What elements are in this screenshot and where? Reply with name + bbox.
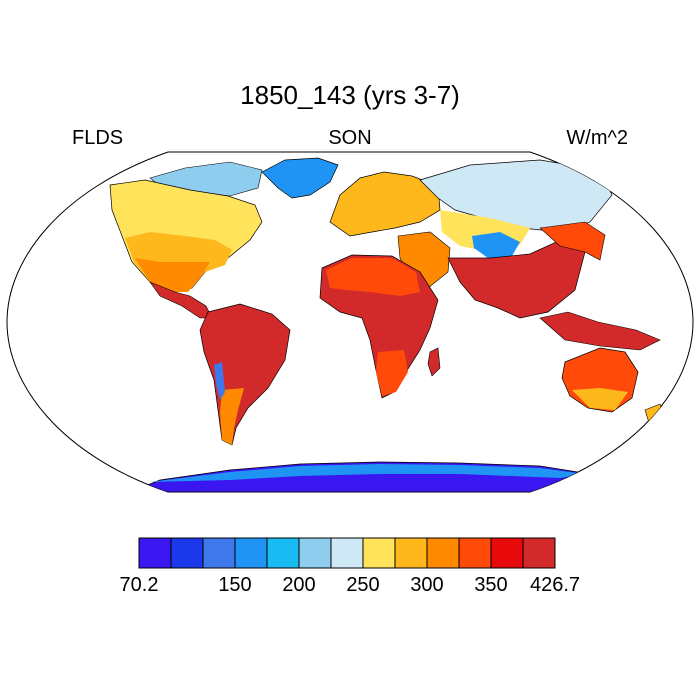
colorbar-tick-label: 300 [410,574,444,596]
map-title: 1850_143 (yrs 3-7) [240,80,460,110]
colorbar-box [138,537,172,569]
south-asia-region [447,237,586,319]
greenland-region [261,157,339,199]
east-asia-region [539,221,606,261]
australia-south-region [572,388,628,410]
colorbar-tick-label: 70.2 [119,574,159,596]
colorbar-box [266,537,300,569]
colorbar-box [490,537,524,569]
colorbar-box [458,537,492,569]
colorbar-box [394,537,428,569]
colorbar-box [202,537,236,569]
maritime-asia-region [539,311,661,351]
colorbar-tick-label: 250 [346,574,380,596]
southern-africa-region [376,350,408,396]
season-label: SON [328,127,372,149]
madagascar-region [427,347,441,377]
colorbar-box [362,537,396,569]
colorbar-box [522,537,556,569]
colorbar-tick-label: 350 [474,574,508,596]
colorbar-box [234,537,268,569]
units-label: W/m^2 [566,127,628,149]
colorbar-box [426,537,460,569]
colorbar-box [170,537,204,569]
antarctic-coast-region [150,464,585,482]
patagonia-region [220,388,244,445]
tibet-region [472,232,520,258]
andes-region [214,362,225,400]
colorbar-tick-label: 150 [218,574,252,596]
variable-label: FLDS [72,127,124,149]
colorbar-tick-label: 200 [282,574,316,596]
sahara-region [326,258,420,296]
colorbar-tick-label: 426.7 [529,574,581,596]
colorbar-box [330,537,364,569]
colorbar-box [298,537,332,569]
